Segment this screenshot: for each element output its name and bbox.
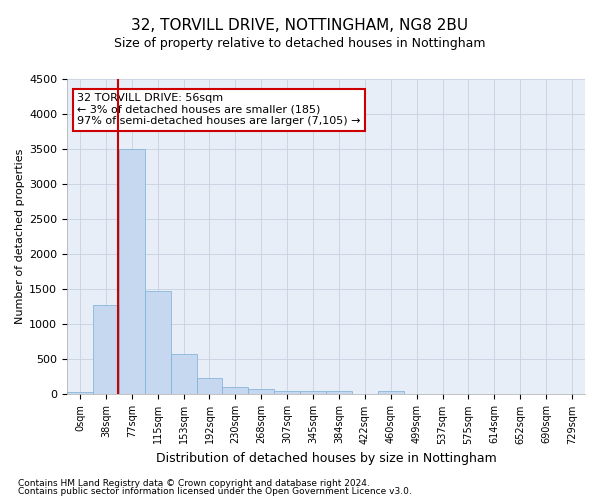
Text: 32, TORVILL DRIVE, NOTTINGHAM, NG8 2BU: 32, TORVILL DRIVE, NOTTINGHAM, NG8 2BU: [131, 18, 469, 32]
Bar: [119, 149, 145, 394]
Bar: [197, 378, 223, 394]
Bar: [378, 390, 404, 394]
X-axis label: Distribution of detached houses by size in Nottingham: Distribution of detached houses by size …: [155, 452, 496, 465]
Text: Contains public sector information licensed under the Open Government Licence v3: Contains public sector information licen…: [18, 487, 412, 496]
Text: 32 TORVILL DRIVE: 56sqm
← 3% of detached houses are smaller (185)
97% of semi-de: 32 TORVILL DRIVE: 56sqm ← 3% of detached…: [77, 93, 361, 126]
Bar: [223, 386, 248, 394]
Bar: [248, 389, 274, 394]
Y-axis label: Number of detached properties: Number of detached properties: [15, 149, 25, 324]
Bar: [170, 354, 197, 395]
Bar: [93, 304, 119, 394]
Bar: [274, 390, 300, 394]
Bar: [145, 290, 170, 395]
Bar: [326, 392, 352, 394]
Text: Size of property relative to detached houses in Nottingham: Size of property relative to detached ho…: [114, 38, 486, 51]
Text: Contains HM Land Registry data © Crown copyright and database right 2024.: Contains HM Land Registry data © Crown c…: [18, 478, 370, 488]
Bar: [300, 392, 326, 394]
Bar: [67, 392, 93, 394]
